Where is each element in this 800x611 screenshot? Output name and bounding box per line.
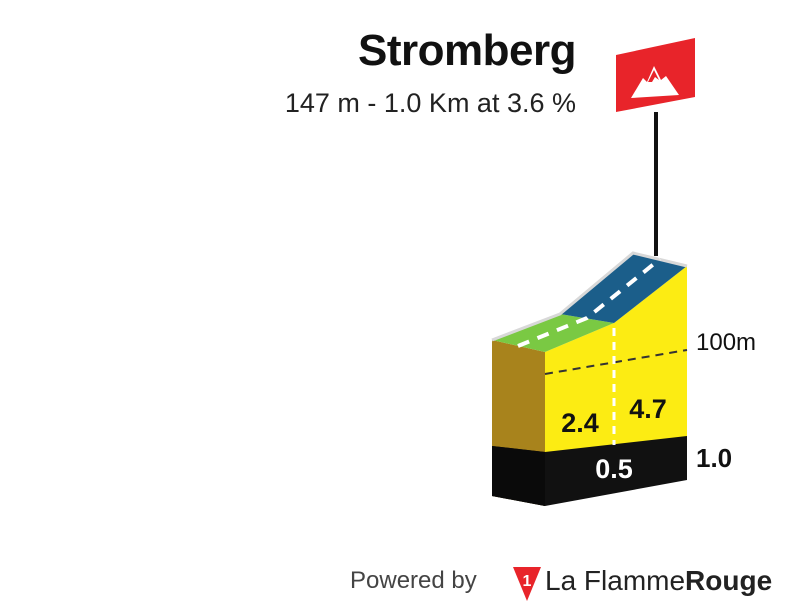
- powered-by-text: Powered by: [350, 567, 477, 594]
- road-dashes: [517, 257, 662, 348]
- segment-2-gradient-label: 4.7: [629, 394, 667, 424]
- profile-segment-2-surface: [560, 253, 687, 323]
- summit-flag-icon: [616, 38, 695, 112]
- profile-front-face: [545, 266, 687, 452]
- climb-profile-chart: 2.4 4.7 0.5 100m 1.0: [491, 38, 756, 506]
- segment-1-gradient-label: 2.4: [561, 408, 599, 438]
- climb-title: Stromberg: [358, 26, 576, 75]
- km-tick-label-0-5: 0.5: [595, 454, 633, 484]
- mountain-icon: [631, 66, 679, 98]
- elevation-gridline-100m: [544, 349, 688, 375]
- elevation-tick-label-100m: 100m: [696, 329, 756, 356]
- flamme-rouge-logo-icon: 1: [513, 567, 541, 601]
- svg-text:1: 1: [523, 573, 532, 590]
- km-tick-label-1-0: 1.0: [696, 443, 732, 473]
- brand-name: La FlammeRouge: [545, 565, 773, 596]
- climb-summary: 147 m - 1.0 Km at 3.6 %: [284, 88, 576, 118]
